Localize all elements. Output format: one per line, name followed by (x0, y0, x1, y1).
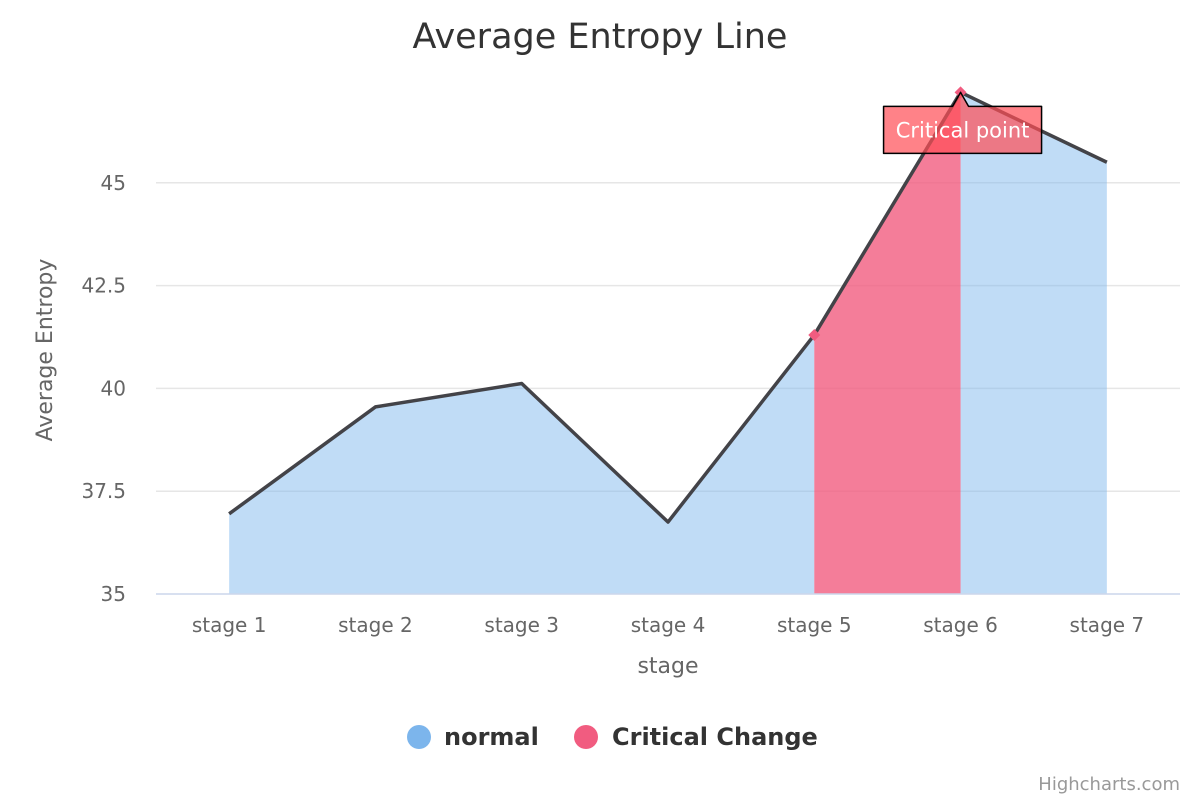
legend-item-critical-change[interactable]: Critical Change (574, 723, 818, 751)
area-normal (960, 92, 1107, 594)
critical-point-marker[interactable] (808, 328, 821, 341)
legend-item-normal[interactable]: normal (407, 723, 539, 751)
legend-marker-critical-change (574, 725, 598, 749)
y-tick-label: 40 (101, 376, 126, 400)
x-tick-label: stage 4 (631, 613, 706, 637)
x-tick-label: stage 5 (777, 613, 852, 637)
legend-label-normal: normal (444, 723, 539, 751)
y-tick-label: 35 (101, 582, 126, 606)
x-axis-title: stage (637, 654, 698, 679)
annotation-label: Critical point (896, 118, 1030, 142)
y-tick-labels: 35 37.5 40 42.5 45 (81, 171, 126, 606)
x-tick-label: stage 7 (1070, 613, 1145, 637)
legend: normal Critical Change (407, 723, 818, 751)
x-tick-label: stage 1 (192, 613, 267, 637)
critical-point-annotation: Critical point (882, 91, 1043, 155)
y-axis-title: Average Entropy (33, 259, 58, 442)
credits[interactable]: Highcharts.com (1038, 774, 1180, 795)
y-tick-label: 45 (101, 171, 126, 195)
y-tick-label: 37.5 (81, 479, 126, 503)
area-fills (229, 92, 1107, 594)
area-normal (229, 334, 815, 594)
grid-lines (156, 182, 1180, 492)
annotation-box (882, 91, 1043, 155)
x-tick-label: stage 6 (923, 613, 998, 637)
x-tick-label: stage 2 (338, 613, 413, 637)
chart-title: Average Entropy Line (413, 17, 788, 57)
legend-marker-normal (407, 725, 431, 749)
y-tick-label: 42.5 (81, 274, 126, 298)
x-tick-label: stage 3 (484, 613, 559, 637)
legend-label-critical-change: Critical Change (612, 723, 818, 751)
area-critical-change (814, 92, 961, 594)
x-tick-labels: stage 1 stage 2 stage 3 stage 4 stage 5 stage… (192, 613, 1144, 637)
